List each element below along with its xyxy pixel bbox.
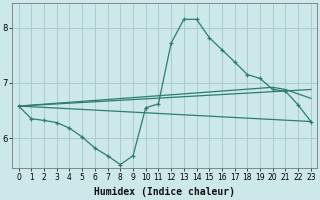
X-axis label: Humidex (Indice chaleur): Humidex (Indice chaleur) bbox=[94, 187, 235, 197]
